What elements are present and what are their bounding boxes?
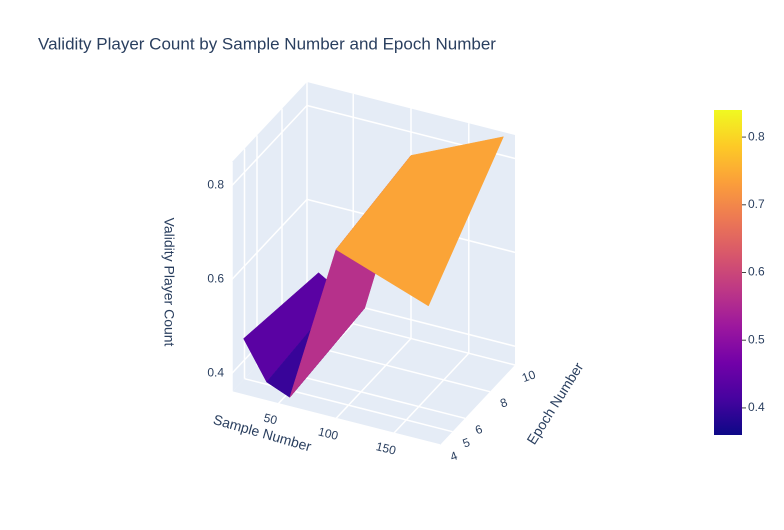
colorbar-tick-label: 0.8 (748, 129, 765, 143)
x-tick-label: 100 (317, 424, 340, 443)
grid-line (231, 104, 308, 186)
y-tick-label: 5 (461, 435, 472, 451)
z-axis-title: Validity Player Count (161, 218, 177, 347)
z-tick-label: 0.4 (207, 365, 224, 379)
z-tick-label: 0.8 (207, 178, 224, 192)
x-tick-label: 50 (262, 411, 279, 428)
y-tick-label: 4 (448, 448, 459, 464)
surface-patch (335, 136, 504, 307)
chart-title: Validity Player Count by Sample Number a… (38, 34, 496, 53)
colorbar-tick-label: 0.5 (748, 332, 765, 346)
colorbar-tick-label: 0.7 (748, 197, 765, 211)
y-tick-label: 8 (498, 395, 509, 411)
colorbar-tick-label: 0.6 (748, 265, 765, 279)
colorbar (714, 110, 742, 435)
colorbar-tick-label: 0.4 (748, 400, 765, 414)
grid-line (231, 198, 308, 280)
y-tick-label: 10 (520, 367, 538, 385)
x-axis-title: Sample Number (212, 411, 314, 454)
x-tick-label: 150 (375, 439, 398, 458)
grid-line (231, 391, 441, 446)
z-tick-label: 0.6 (207, 272, 224, 286)
y-tick-label: 6 (473, 422, 484, 438)
